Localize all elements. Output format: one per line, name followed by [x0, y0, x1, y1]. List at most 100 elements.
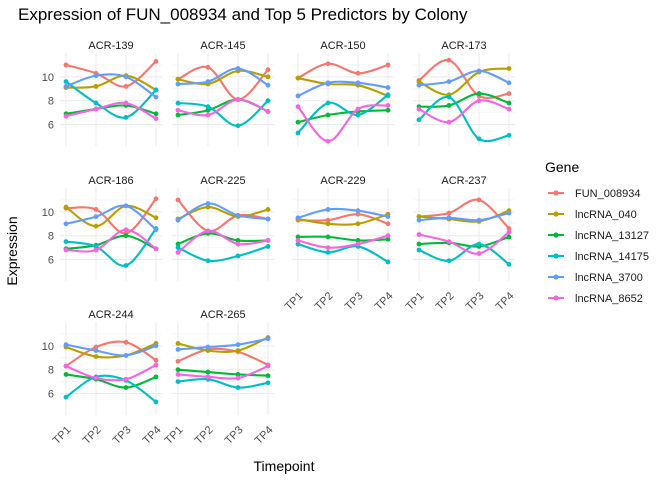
x-tick-label: TP4: [494, 290, 517, 313]
panel-grid: [172, 188, 274, 281]
data-point: [93, 348, 99, 354]
data-point: [295, 119, 301, 125]
data-point: [93, 244, 99, 249]
data-point: [205, 348, 211, 354]
x-tick-label: TP1: [283, 290, 306, 313]
data-point: [506, 80, 512, 86]
data-point: [175, 341, 181, 346]
data-point: [385, 214, 391, 220]
data-point: [153, 111, 159, 117]
series-line: [64, 101, 158, 120]
data-point: [325, 249, 331, 255]
data-point: [175, 76, 181, 82]
data-point: [63, 342, 69, 348]
data-point: [265, 216, 271, 222]
data-point: [93, 100, 99, 106]
data-point: [153, 357, 159, 363]
series-line: [296, 104, 390, 143]
data-point: [235, 342, 241, 348]
facet-title: ACR-186: [88, 175, 133, 187]
series-line: [64, 363, 158, 382]
data-point: [123, 385, 129, 390]
legend-item: lncRNA_3700: [548, 272, 643, 284]
data-point: [175, 372, 181, 377]
data-point: [295, 104, 301, 110]
data-point: [175, 100, 181, 106]
data-point: [93, 344, 99, 350]
data-point: [506, 229, 512, 235]
legend-item: lncRNA_14175: [548, 251, 649, 263]
legend-key-point: [553, 211, 559, 217]
data-point: [93, 207, 99, 212]
series-line: [417, 59, 511, 100]
data-point: [476, 68, 482, 74]
data-point: [63, 394, 69, 400]
data-point: [506, 226, 512, 231]
series-line: [64, 374, 158, 403]
data-point: [385, 236, 391, 242]
data-point: [325, 234, 331, 240]
data-point: [295, 93, 301, 99]
x-tick-label: TP4: [373, 290, 396, 313]
data-point: [506, 100, 512, 106]
series-line: [417, 69, 511, 87]
data-point: [416, 117, 422, 123]
legend: Gene FUN_008934 lncRNA_040 lncRNA_13127lnc…: [545, 159, 649, 305]
data-point: [205, 369, 211, 375]
x-tick-label: TP1: [404, 290, 427, 313]
series-line: [176, 98, 270, 117]
panel-grid: [60, 188, 162, 281]
data-point: [476, 217, 482, 223]
data-point: [205, 107, 211, 113]
data-point: [175, 358, 181, 364]
data-point: [123, 227, 129, 233]
series-line: [417, 242, 511, 266]
data-point: [385, 85, 391, 90]
data-point: [235, 241, 241, 247]
data-point: [416, 106, 422, 112]
y-tick-label: 6: [48, 389, 54, 401]
legend-label: lncRNA_040: [575, 209, 637, 221]
series-line: [176, 99, 270, 127]
data-point: [205, 201, 211, 206]
legend-label: lncRNA_13127: [575, 230, 649, 242]
panel-grid: [172, 53, 274, 146]
series-line: [296, 80, 390, 97]
data-point: [325, 138, 331, 144]
data-point: [265, 373, 271, 379]
data-point: [235, 372, 241, 377]
facet-panel: ACR-173: [413, 40, 515, 146]
data-point: [205, 112, 211, 118]
data-point: [63, 204, 69, 210]
data-point: [153, 87, 159, 93]
data-point: [63, 221, 69, 227]
y-tick-label: 10: [42, 207, 54, 219]
data-point: [153, 215, 159, 221]
panel-grid: [60, 53, 162, 146]
x-tick-label: TP2: [193, 424, 216, 447]
data-point: [153, 343, 159, 349]
x-axis-label: Timepoint: [254, 458, 315, 474]
x-tick-label: TP4: [253, 424, 276, 447]
data-point: [265, 380, 271, 386]
facet-panel: ACR-265 TP1 TP2 TP3 TP4: [163, 309, 276, 447]
data-point: [265, 98, 271, 104]
data-point: [265, 207, 271, 212]
panel-grid: [172, 322, 274, 415]
y-tick-label: 6: [48, 120, 54, 132]
data-point: [63, 363, 69, 369]
x-tick-label: TP1: [163, 424, 186, 447]
legend-item: lncRNA_8652: [548, 293, 643, 305]
x-tick-label: TP1: [51, 424, 74, 447]
y-tick-label: 6: [48, 255, 54, 267]
facet-panel: ACR-237 TP1 TP2 TP3 TP4: [404, 175, 517, 313]
data-point: [175, 241, 181, 247]
data-point: [446, 94, 452, 100]
y-tick-label: 10: [42, 341, 54, 353]
data-point: [93, 223, 99, 229]
data-point: [446, 239, 452, 245]
data-point: [416, 232, 422, 237]
facet-title: ACR-173: [441, 40, 486, 52]
legend-key-point: [553, 274, 559, 280]
